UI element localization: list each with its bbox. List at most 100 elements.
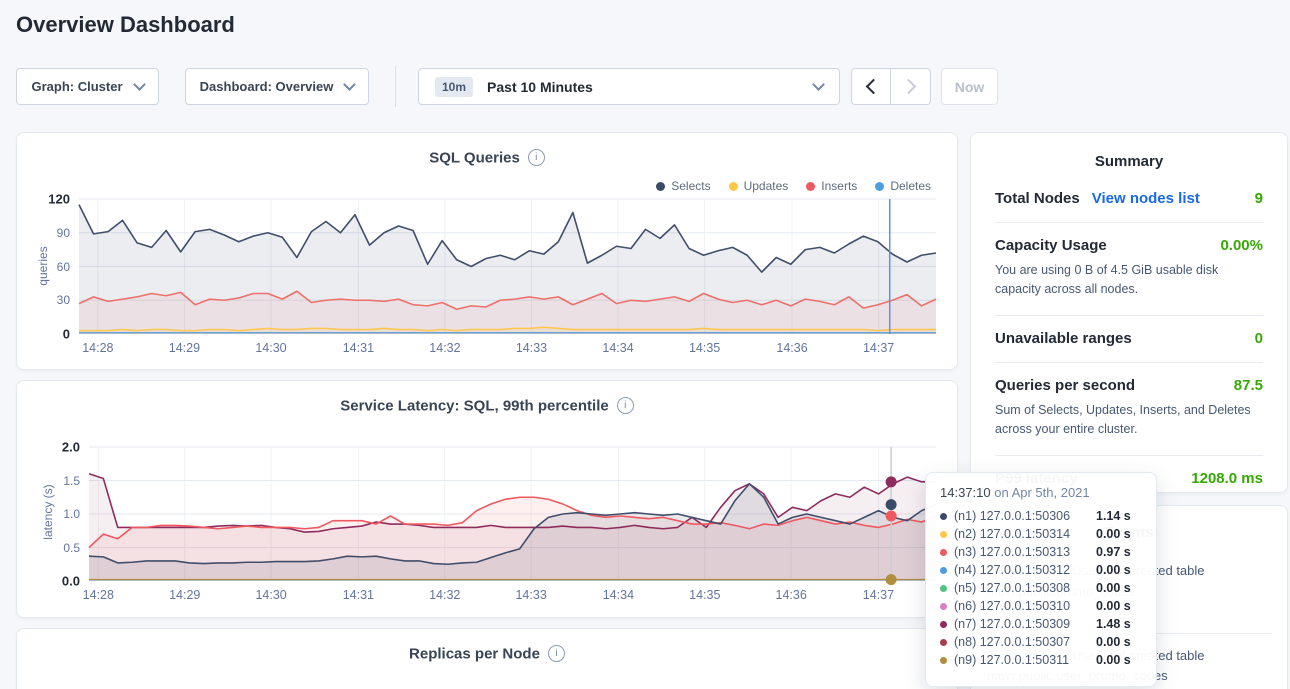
x-axis-tick: 14:35 bbox=[689, 588, 720, 602]
tooltip-node-address: (n2) 127.0.0.1:50314 bbox=[954, 527, 1070, 541]
tooltip-node-row: (n7) 127.0.0.1:50309 1.48 s bbox=[940, 615, 1142, 633]
legend-label: Updates bbox=[744, 179, 789, 193]
tooltip-rows: (n1) 127.0.0.1:50306 1.14 s (n2) 127.0.0.1… bbox=[940, 507, 1142, 669]
now-button[interactable]: Now bbox=[941, 68, 998, 105]
x-axis-tick: 14:32 bbox=[429, 341, 460, 355]
node-color-dot-icon bbox=[940, 549, 947, 556]
info-icon[interactable] bbox=[617, 397, 634, 414]
tooltip-node-value: 1.48 s bbox=[1096, 617, 1142, 631]
y-axis-tick: 2.0 bbox=[62, 440, 89, 455]
chevron-down-icon bbox=[812, 78, 825, 91]
tooltip-node-value: 0.00 s bbox=[1096, 653, 1142, 667]
x-axis-tick: 14:32 bbox=[429, 588, 460, 602]
x-axis-tick: 14:37 bbox=[863, 341, 894, 355]
x-axis-tick: 14:36 bbox=[776, 341, 807, 355]
tooltip-node-address: (n7) 127.0.0.1:50309 bbox=[954, 617, 1070, 631]
chart-canvas bbox=[79, 199, 936, 334]
info-icon[interactable] bbox=[548, 645, 565, 662]
legend-item-deletes[interactable]: Deletes bbox=[875, 179, 931, 193]
sql-queries-plot[interactable]: 030609012014:2814:2914:3014:3114:3214:33… bbox=[79, 199, 936, 334]
chevron-down-icon bbox=[133, 78, 146, 91]
legend-dot-icon bbox=[656, 182, 665, 191]
tooltip-date: on Apr 5th, 2021 bbox=[991, 485, 1090, 500]
qps-value: 87.5 bbox=[1234, 377, 1263, 394]
view-nodes-list-link[interactable]: View nodes list bbox=[1092, 190, 1200, 207]
summary-heading: Summary bbox=[995, 153, 1263, 170]
chart-legend: Selects Updates Inserts Deletes bbox=[656, 179, 931, 193]
info-icon[interactable] bbox=[528, 149, 545, 166]
tooltip-timestamp: 14:37:10 on Apr 5th, 2021 bbox=[940, 485, 1142, 500]
y-axis-tick: 0 bbox=[63, 327, 79, 342]
sql-queries-title-row: SQL Queries bbox=[17, 149, 957, 167]
tooltip-node-row: (n4) 127.0.0.1:503120.00 s bbox=[940, 561, 1142, 579]
y-axis-tick: 60 bbox=[57, 260, 79, 274]
tooltip-node-value: 1.14 s bbox=[1096, 509, 1142, 523]
x-axis-tick: 14:33 bbox=[515, 588, 546, 602]
y-axis-tick: 120 bbox=[48, 192, 79, 207]
dashboard-dropdown-label: Dashboard: Overview bbox=[200, 79, 334, 94]
y-axis-tick: 30 bbox=[57, 293, 79, 307]
x-axis-tick: 14:34 bbox=[603, 588, 634, 602]
tooltip-node-value: 0.00 s bbox=[1096, 563, 1142, 577]
time-range-label: Past 10 Minutes bbox=[487, 79, 593, 95]
tooltip-node-address: (n8) 127.0.0.1:50307 bbox=[954, 635, 1070, 649]
legend-item-selects[interactable]: Selects bbox=[656, 179, 710, 193]
time-range-badge: 10m bbox=[435, 77, 473, 97]
x-axis-tick: 14:31 bbox=[343, 588, 374, 602]
y-axis-tick: 1.0 bbox=[63, 507, 89, 521]
overview-dashboard-page: Overview Dashboard Graph: Cluster Dashbo… bbox=[0, 0, 1290, 689]
chart-canvas bbox=[89, 447, 936, 581]
chart-title: SQL Queries bbox=[429, 149, 520, 166]
service-latency-plot[interactable]: 0.00.51.01.52.014:2814:2914:3014:3114:32… bbox=[89, 447, 936, 581]
x-axis-tick: 14:34 bbox=[602, 341, 633, 355]
hover-point-dot bbox=[886, 499, 897, 510]
tooltip-time: 14:37:10 bbox=[940, 485, 991, 500]
y-axis-tick: 90 bbox=[57, 226, 79, 240]
sql-queries-card: SQL Queries Selects Updates Inserts Deletes… bbox=[16, 132, 958, 370]
time-prev-button[interactable] bbox=[851, 68, 891, 105]
time-range-selector[interactable]: 10m Past 10 Minutes bbox=[418, 68, 840, 105]
tooltip-node-value: 0.00 s bbox=[1096, 581, 1142, 595]
x-axis-tick: 14:36 bbox=[776, 588, 807, 602]
unavailable-label: Unavailable ranges bbox=[995, 330, 1132, 347]
x-axis-tick: 14:33 bbox=[516, 341, 547, 355]
y-axis-tick: 0.5 bbox=[63, 541, 89, 555]
x-axis-tick: 14:30 bbox=[255, 341, 286, 355]
time-step-buttons bbox=[851, 68, 931, 105]
legend-item-updates[interactable]: Updates bbox=[729, 179, 789, 193]
dashboard-dropdown[interactable]: Dashboard: Overview bbox=[185, 68, 369, 105]
hover-point-dot bbox=[886, 511, 897, 522]
p99-value: 1208.0 ms bbox=[1191, 470, 1263, 487]
time-next-button[interactable] bbox=[891, 68, 931, 105]
summary-row-qps: Queries per second 87.5 Sum of Selects, … bbox=[995, 362, 1263, 455]
chevron-down-icon bbox=[343, 78, 356, 91]
summary-row-capacity: Capacity Usage 0.00% You are using 0 B o… bbox=[995, 222, 1263, 315]
total-nodes-label: Total Nodes bbox=[995, 190, 1080, 207]
x-axis-tick: 14:35 bbox=[689, 341, 720, 355]
tooltip-node-address: (n1) 127.0.0.1:50306 bbox=[954, 509, 1070, 523]
y-axis-label: latency (s) bbox=[41, 477, 55, 547]
capacity-label: Capacity Usage bbox=[995, 237, 1107, 254]
graph-dropdown-label: Graph: Cluster bbox=[31, 79, 122, 94]
tooltip-node-value: 0.00 s bbox=[1096, 527, 1142, 541]
tooltip-node-address: (n9) 127.0.0.1:50311 bbox=[954, 653, 1069, 667]
y-axis-tick: 1.5 bbox=[63, 474, 89, 488]
tooltip-node-row: (n9) 127.0.0.1:50311 0.00 s bbox=[940, 651, 1142, 669]
chart-title: Service Latency: SQL, 99th percentile bbox=[340, 397, 608, 414]
qps-desc: Sum of Selects, Updates, Inserts, and De… bbox=[995, 401, 1263, 440]
tooltip-node-address: (n3) 127.0.0.1:50313 bbox=[954, 545, 1070, 559]
service-latency-title-row: Service Latency: SQL, 99th percentile bbox=[17, 397, 957, 415]
tooltip-node-row: (n1) 127.0.0.1:50306 1.14 s bbox=[940, 507, 1142, 525]
node-color-dot-icon bbox=[940, 639, 947, 646]
summary-panel: Summary Total Nodes View nodes list 9 Ca… bbox=[970, 132, 1288, 493]
toolbar-divider bbox=[395, 66, 396, 107]
summary-row-unavailable: Unavailable ranges 0 bbox=[995, 315, 1263, 362]
chevron-right-icon bbox=[901, 79, 917, 95]
tooltip-node-row: (n3) 127.0.0.1:503130.97 s bbox=[940, 543, 1142, 561]
legend-item-inserts[interactable]: Inserts bbox=[806, 179, 857, 193]
y-axis-tick: 0.0 bbox=[62, 574, 89, 589]
x-axis-tick: 14:28 bbox=[82, 341, 113, 355]
tooltip-node-value: 0.00 s bbox=[1096, 599, 1142, 613]
graph-dropdown[interactable]: Graph: Cluster bbox=[16, 68, 159, 105]
page-title: Overview Dashboard bbox=[16, 12, 235, 38]
